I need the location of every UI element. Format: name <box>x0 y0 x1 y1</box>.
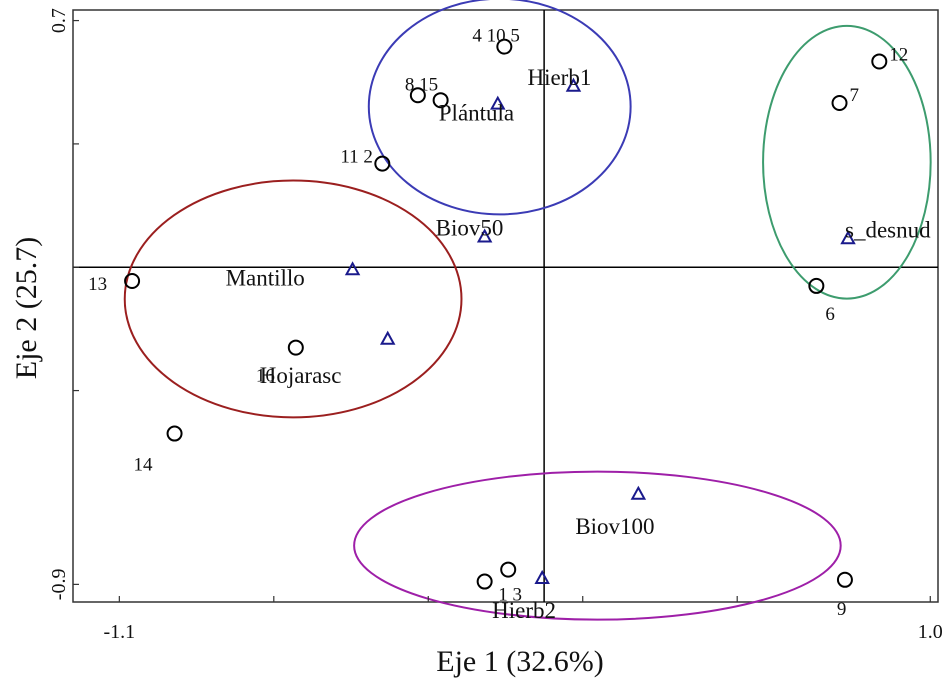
group-ellipse <box>354 472 841 620</box>
plot-frame <box>73 10 938 602</box>
sample-point <box>838 573 852 587</box>
sample-label: 14 <box>134 455 154 476</box>
variable-label: Hojarasc <box>260 363 342 388</box>
sample-point <box>872 54 886 68</box>
variable-point <box>382 333 394 344</box>
variable-label: Hierb1 <box>527 65 591 90</box>
group-ellipse <box>763 26 931 299</box>
sample-point <box>833 96 847 110</box>
sample-point <box>289 341 303 355</box>
variable-label: Biov50 <box>436 216 504 241</box>
sample-label: 13 <box>88 274 107 295</box>
variable-label: Plántula <box>439 101 514 126</box>
sample-point <box>375 157 389 171</box>
y-axis-title: Eje 2 (25.7) <box>10 237 43 379</box>
sample-point <box>501 563 515 577</box>
sample-label: 8 15 <box>405 74 438 95</box>
sample-label: 6 <box>825 304 835 325</box>
variable-point <box>347 263 359 274</box>
sample-point <box>168 427 182 441</box>
sample-point <box>478 575 492 589</box>
variable-label: s_desnud <box>845 217 931 242</box>
x-tick-label: -1.1 <box>104 621 136 643</box>
sample-label: 12 <box>889 44 908 65</box>
sample-label: 9 <box>837 599 847 620</box>
variable-point <box>536 572 548 583</box>
y-tick-label: 0.7 <box>48 8 70 33</box>
y-tick-label: -0.9 <box>48 569 70 601</box>
variable-point <box>632 488 644 499</box>
x-tick-label: 1.0 <box>918 621 943 643</box>
variable-label: Hierb2 <box>492 598 556 623</box>
x-axis-title: Eje 1 (32.6%) <box>436 645 603 678</box>
sample-label: 4 10 5 <box>472 26 520 47</box>
variable-label: Biov100 <box>575 514 654 539</box>
sample-label: 11 2 <box>340 147 373 168</box>
sample-label: 7 <box>850 85 860 106</box>
variable-label: Mantillo <box>226 265 305 290</box>
